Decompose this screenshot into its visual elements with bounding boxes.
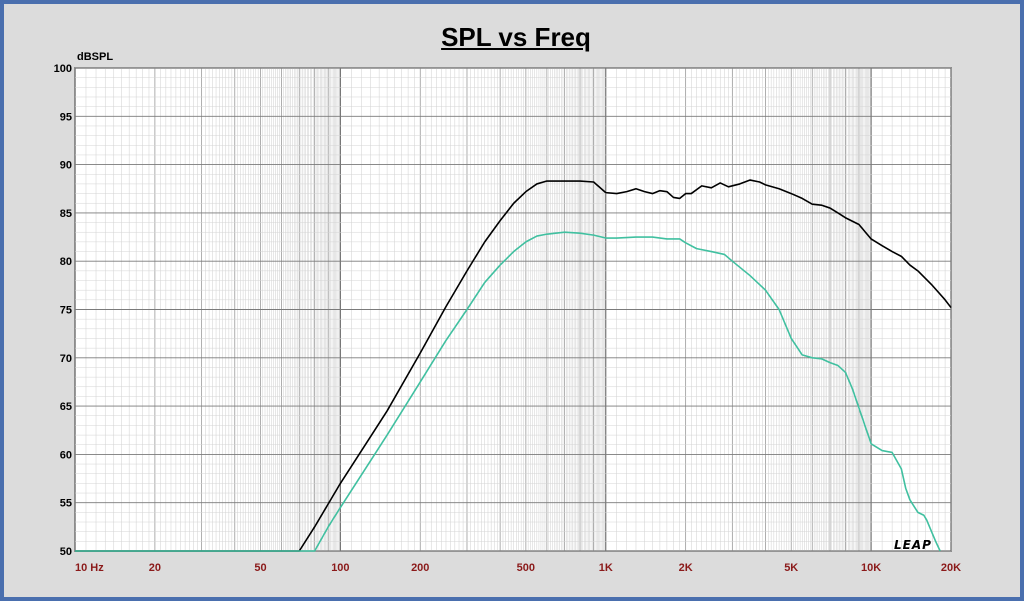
x-tick-label: 500 <box>517 562 535 574</box>
series-line-2 <box>75 231 941 552</box>
y-tick-label: 95 <box>60 111 72 123</box>
y-tick-label: 85 <box>60 208 72 220</box>
spl-chart: 50 55 60 65 70 75 80 85 90 95 100 10 Hz 20 50 100 200 50… <box>54 51 962 574</box>
x-tick-label: 20K <box>941 562 961 574</box>
x-tick-label: 5K <box>784 562 798 574</box>
series-line-1 <box>75 179 952 552</box>
x-tick-label: 200 <box>411 562 429 574</box>
x-tick-label: 100 <box>331 562 349 574</box>
x-tick-label: 10K <box>861 562 881 574</box>
y-tick-label: 100 <box>54 63 72 75</box>
x-tick-label: 50 <box>254 562 266 574</box>
y-tick-label: 55 <box>60 498 72 510</box>
y-tick-label: 80 <box>60 256 72 268</box>
x-tick-label: 2K <box>679 562 693 574</box>
x-tick-label: 10 Hz <box>75 562 104 574</box>
y-tick-label: 90 <box>60 160 72 172</box>
chart-title: SPL vs Freq <box>441 22 591 52</box>
axis-labels: 50 55 60 65 70 75 80 85 90 95 100 10 Hz 20 50 100 200 50… <box>54 63 962 574</box>
y-tick-label: 60 <box>60 449 72 461</box>
watermark: LEAP <box>894 538 932 552</box>
y-tick-label: 70 <box>60 353 72 365</box>
y-tick-label: 65 <box>60 401 72 413</box>
grid <box>74 67 952 552</box>
y-tick-label: 75 <box>60 305 72 317</box>
y-axis-label: dBSPL <box>77 51 113 63</box>
x-tick-label: 1K <box>599 562 613 574</box>
x-tick-label: 20 <box>149 562 161 574</box>
y-tick-label: 50 <box>60 546 72 558</box>
series-group <box>75 179 952 552</box>
